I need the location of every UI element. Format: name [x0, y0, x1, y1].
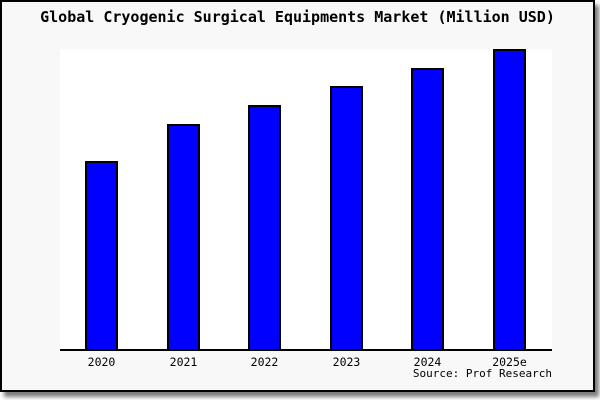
x-tick-label-2024: 2024: [413, 355, 442, 369]
bar-2020: [85, 161, 118, 349]
chart-card: Global Cryogenic Surgical Equipments Mar…: [0, 0, 595, 392]
bar-2021: [167, 124, 200, 349]
plot-area: [60, 49, 552, 351]
x-tick-label-2023: 2023: [332, 355, 361, 369]
x-tick-label-2025e: 2025e: [492, 355, 527, 369]
bar-2022: [248, 105, 281, 349]
chart-title: Global Cryogenic Surgical Equipments Mar…: [40, 8, 555, 26]
x-tick-label-2020: 2020: [87, 355, 116, 369]
x-tick-label-2021: 2021: [169, 355, 198, 369]
bar-2025e: [493, 49, 526, 349]
x-tick-label-2022: 2022: [250, 355, 279, 369]
source-credit: Source: Prof Research: [412, 367, 552, 380]
bar-2024: [411, 68, 444, 349]
bar-2023: [330, 86, 363, 349]
